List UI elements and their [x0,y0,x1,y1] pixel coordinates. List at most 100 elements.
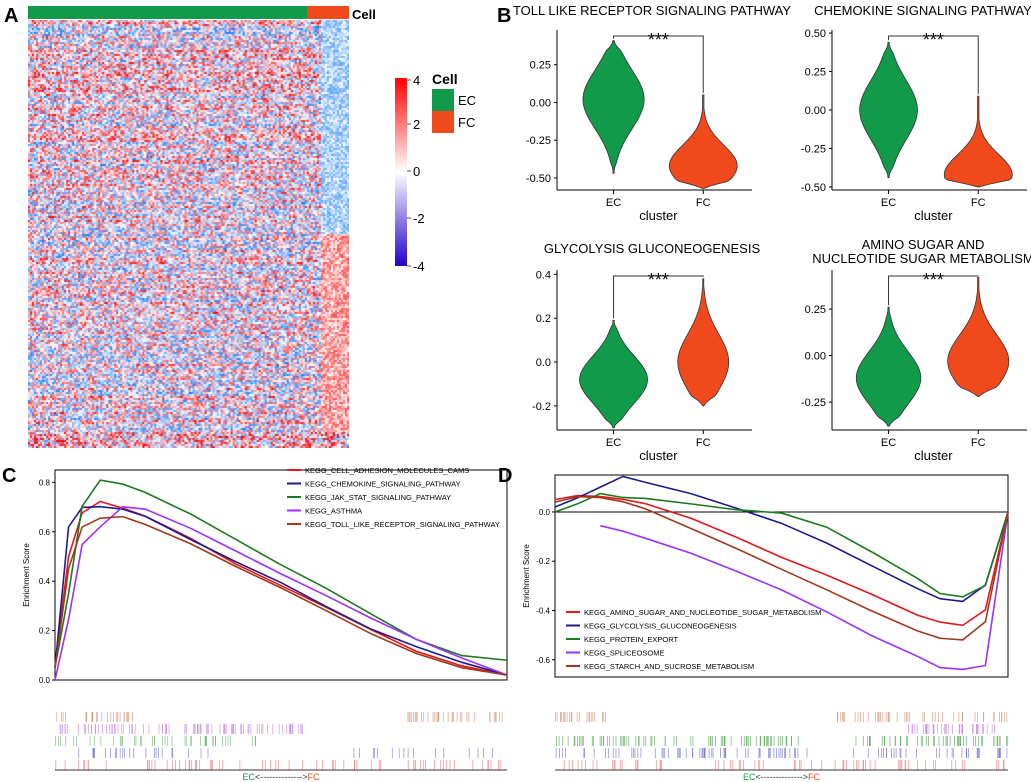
heatmap-annotation-bar [28,6,349,19]
legend-label: KEGG_ASTHMA [305,507,362,516]
significance-stars: *** [648,270,669,290]
legend-label: KEGG_PROTEIN_EXPORT [584,635,678,644]
violin-y-tick-label: -0.25 [526,135,551,147]
colorbar-tick-label: -2 [413,211,425,226]
violin-x-tick-label: FC [971,197,986,209]
violin-y-tick-label: 0.25 [805,304,826,316]
panel-c-label: C [2,465,16,487]
gsea-line [554,495,1009,641]
violin-y-tick-label: -0.25 [801,397,826,409]
significance-bracket [888,35,979,95]
colorbar-tick-label: 0 [413,164,420,179]
significance-stars: *** [923,270,944,290]
legend-label: KEGG_STARCH_AND_SUCROSE_METABOLISM [584,662,754,671]
gsea-line [600,511,1009,671]
violin-fc [677,278,730,407]
rank-direction-label: EC<-------------->FC [243,772,320,782]
gsea-y-tick-label: 0.2 [39,627,51,636]
gsea-y-label: Enrichment Score [522,544,531,608]
gsea-y-tick-label: 0.8 [39,478,51,487]
gsea-line [54,506,508,681]
gsea-y-tick-label: 0.0 [539,508,551,517]
violin-ec [579,320,648,429]
annotation-fc [307,6,349,19]
significance-bracket [888,275,979,306]
gsea-y-tick-label: -0.2 [536,557,550,566]
gsea-plot-c: 0.8 0.6 0.4 0.2 0.0 Enrichment Score KEGG_CELL… [22,466,508,782]
violin-y-tick-label: 0.0 [536,357,551,369]
violin-x-label: cluster [639,448,678,463]
violin-x-tick-label: FC [696,437,711,449]
colorbar [395,78,407,266]
colorbar-ticks: 4 2 0 -2 -4 [407,73,425,274]
legend-label: KEGG_CHEMOKINE_SIGNALING_PATHWAY [305,480,461,489]
legend-swatch-fc [432,111,454,133]
violin-y-tick-label: 0.25 [805,67,826,79]
gsea-y-tick-label: 0.6 [39,528,51,537]
legend-label: KEGG_CELL_ADHESION_MOLECULES_CAMS [305,466,469,475]
violin-y-tick-label: 0.4 [536,269,551,281]
violin-ec [582,40,645,174]
panel-b-label: B [497,5,511,27]
significance-stars: *** [648,30,669,50]
gsea-y-tick-label: 0.4 [39,577,51,586]
gsea-plot-d: 0.0 -0.2 -0.4 -0.6 Enrichment Score KEGG_AMIN… [522,474,1009,782]
colorbar-tick-label: -4 [413,259,425,274]
violin-title: TOLL LIKE RECEPTOR SIGNALING PATHWAY [513,3,791,18]
significance-bracket [613,35,704,93]
violin-fc [943,95,1013,188]
legend-label-fc: FC [458,115,475,130]
legend-label: KEGG_AMINO_SUGAR_AND_NUCLEOTIDE_SUGAR_ME… [584,608,821,617]
violin-y-tick-label: 0.50 [805,28,826,40]
violin-y-tick-label: -0.50 [526,173,551,185]
violin-y-tick-label: -0.2 [532,401,551,413]
gsea-y-label: Enrichment Score [22,543,31,607]
heatmap-cells [28,20,349,448]
violin-fc [668,94,738,189]
gsea-line [554,492,1009,598]
gsea-y-tick-label: 0.0 [39,676,51,685]
violin-y-tick-label: -0.50 [801,182,826,194]
panel-a-label: A [4,5,18,27]
colorbar-tick-label: 4 [413,73,420,88]
violin-x-tick-label: EC [881,197,896,209]
significance-bracket [613,275,704,319]
legend-label-ec: EC [458,93,476,108]
gsea-line [54,505,508,676]
violin-y-tick-label: 0.00 [805,351,826,363]
violin-plots: TOLL LIKE RECEPTOR SIGNALING PATHWAY 0.25… [513,3,1031,463]
annotation-ec [28,6,307,19]
violin-fc [947,277,1010,397]
violin-x-tick-label: EC [606,437,621,449]
annotation-row-label: Cell [352,7,376,22]
significance-stars: *** [923,30,944,50]
violin-y-tick-label: 0.2 [536,313,551,325]
gsea-y-tick-label: -0.6 [536,656,550,665]
violin-x-label: cluster [914,448,953,463]
legend-label: KEGG_GLYCOLYSIS_GLUCONEOGENESIS [584,622,737,631]
legend-label: KEGG_TOLL_LIKE_RECEPTOR_SIGNALING_PATHWA… [305,520,500,529]
violin-title: NUCLEOTIDE SUGAR METABOLISM [812,251,1031,266]
violin-title: GLYCOLYSIS GLUCONEOGENESIS [544,241,761,256]
violin-y-tick-label: 0.25 [530,60,551,72]
gsea-frame [554,474,1009,678]
violin-y-tick-label: -0.25 [801,143,826,155]
gsea-line [554,475,1009,603]
violin-x-label: cluster [639,208,678,223]
legend-label: KEGG_JAK_STAT_SIGNALING_PATHWAY [305,493,451,502]
gsea-frame [54,469,508,681]
legend-swatch-ec [432,89,454,111]
gsea-y-tick-label: -0.4 [536,606,550,615]
legend-label: KEGG_SPLICEOSOME [584,649,664,658]
violin-x-tick-label: FC [971,437,986,449]
violin-ec [855,306,922,427]
violin-x-tick-label: FC [696,197,711,209]
rank-direction-label: EC<-------------->FC [743,772,820,782]
panel-d-label: D [498,465,512,487]
violin-title: AMINO SUGAR AND [862,237,985,252]
gsea-line [54,515,508,676]
violin-y-tick-label: 0.00 [805,105,826,117]
violin-y-tick-label: 0.00 [530,97,551,109]
colorbar-tick-label: 2 [413,117,420,132]
